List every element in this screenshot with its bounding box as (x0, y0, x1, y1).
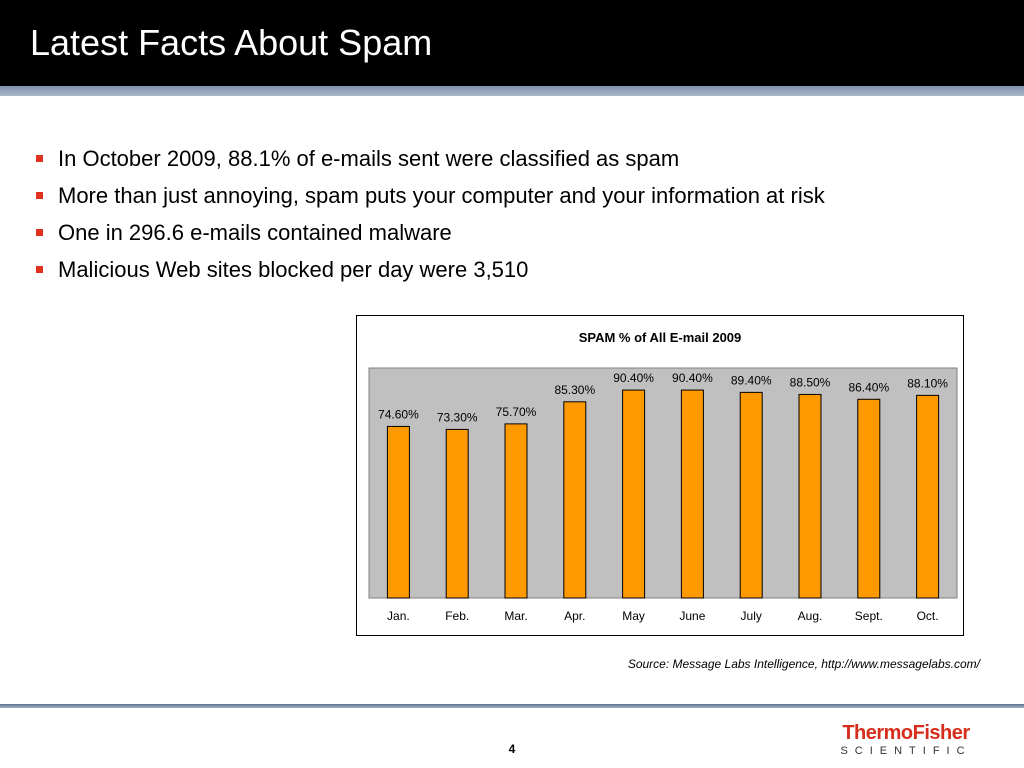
bullet-text: Malicious Web sites blocked per day were… (58, 256, 529, 282)
chart-svg: 74.60% Jan. 73.30% Feb. 75.70% Mar. 85.30% Apr.… (368, 367, 958, 623)
bullet-item: Malicious Web sites blocked per day were… (36, 251, 825, 288)
data-label: 75.70% (496, 405, 537, 419)
x-tick-label: May (622, 609, 645, 623)
bullet-square-icon (36, 266, 43, 273)
bar-may (622, 389, 646, 599)
spam-chart: SPAM % of All E-mail 2009 74.60% Jan. 73.3… (356, 315, 964, 636)
bar-jan (386, 425, 410, 599)
bullet-item: More than just annoying, spam puts your … (36, 177, 825, 214)
x-tick-label: Oct. (917, 609, 939, 623)
x-tick-label: Jan. (387, 609, 410, 623)
bar-june (680, 389, 704, 599)
thermo-fisher-logo: ThermoFisher SCIENTIFIC (836, 722, 976, 758)
bar-oct (916, 394, 940, 599)
logo-wordmark: ThermoFisher (842, 722, 970, 744)
data-label: 88.50% (790, 375, 831, 389)
bullet-text: More than just annoying, spam puts your … (58, 182, 825, 208)
bar-sept (857, 398, 881, 599)
data-label: 90.40% (613, 371, 654, 385)
footer-divider (0, 704, 1024, 708)
data-label: 73.30% (437, 410, 478, 424)
slide-title: Latest Facts About Spam (30, 22, 433, 63)
page-number: 4 (508, 742, 516, 756)
bullet-square-icon (36, 229, 43, 236)
bar-apr (563, 401, 587, 599)
title-divider (0, 86, 1024, 96)
logo-subtitle: SCIENTIFIC (840, 745, 972, 757)
bullet-list: In October 2009, 88.1% of e-mails sent w… (36, 140, 825, 288)
x-tick-label: June (679, 609, 705, 623)
title-bar: Latest Facts About Spam (0, 0, 1024, 86)
chart-title: SPAM % of All E-mail 2009 (578, 330, 742, 345)
bullet-text: One in 296.6 e-mails contained malware (58, 219, 452, 245)
x-tick-label: Sept. (855, 609, 883, 623)
data-label: 89.40% (731, 373, 772, 387)
data-label: 90.40% (672, 371, 713, 385)
bullet-item: One in 296.6 e-mails contained malware (36, 214, 825, 251)
bullet-item: In October 2009, 88.1% of e-mails sent w… (36, 140, 825, 177)
data-label: 86.40% (848, 380, 889, 394)
bar-mar (504, 423, 528, 599)
x-tick-label: Feb. (445, 609, 469, 623)
bullet-text: In October 2009, 88.1% of e-mails sent w… (58, 145, 680, 171)
bullet-square-icon (36, 192, 43, 199)
data-label: 88.10% (907, 376, 948, 390)
bar-july (739, 391, 763, 599)
x-tick-label: Apr. (564, 609, 585, 623)
bullet-square-icon (36, 155, 43, 162)
x-tick-label: Aug. (798, 609, 823, 623)
bar-feb (445, 428, 469, 599)
data-label: 85.30% (554, 383, 595, 397)
data-label: 74.60% (378, 407, 419, 421)
x-tick-label: July (741, 609, 762, 623)
bar-aug (798, 393, 822, 599)
source-citation: Source: Message Labs Intelligence, http:… (627, 657, 980, 671)
x-tick-label: Mar. (504, 609, 527, 623)
